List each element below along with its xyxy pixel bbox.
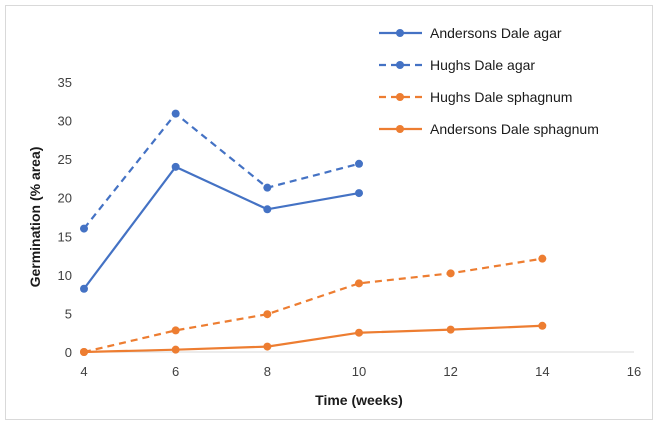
legend-swatch-marker	[396, 125, 404, 133]
y-axis-title: Germination (% area)	[27, 147, 43, 288]
data-point	[171, 162, 180, 171]
series-0	[80, 162, 363, 293]
y-tick-label: 25	[58, 152, 72, 167]
x-axis-ticks: 4 6 8 10 12 14 16	[80, 364, 641, 379]
x-tick-label: 6	[172, 364, 179, 379]
data-point	[355, 189, 363, 198]
x-tick-label: 10	[352, 364, 366, 379]
series-3	[80, 321, 547, 356]
data-point	[355, 159, 363, 168]
y-tick-label: 35	[58, 75, 72, 90]
data-point	[446, 269, 455, 278]
data-point	[263, 183, 272, 192]
data-point	[263, 310, 272, 319]
x-tick-label: 16	[627, 364, 641, 379]
chart-area: 4 6 8 10 12 14 16 0 5 10 15 20 25 30 35 Andersons Dal…	[5, 5, 653, 420]
series-line	[83, 324, 543, 354]
y-tick-label: 5	[65, 306, 72, 321]
y-axis-ticks: 0 5 10 15 20 25 30 35	[58, 75, 72, 360]
legend-item: Andersons Dale agar	[379, 25, 562, 41]
x-tick-label: 12	[443, 364, 457, 379]
legend-label: Hughs Dale sphagnum	[430, 89, 572, 105]
data-point	[80, 284, 88, 293]
legend-label: Andersons Dale agar	[430, 25, 562, 41]
legend-label: Andersons Dale sphagnum	[430, 121, 599, 137]
data-point	[355, 328, 363, 337]
series-layer	[80, 109, 547, 356]
data-point	[538, 254, 547, 263]
series-2	[80, 254, 547, 356]
data-point	[171, 326, 180, 335]
legend: Andersons Dale agar Hughs Dale agar Hughs …	[379, 25, 599, 137]
data-point	[171, 109, 180, 118]
y-tick-label: 0	[65, 345, 72, 360]
data-point	[80, 348, 88, 356]
series-line	[83, 257, 543, 354]
data-point	[355, 279, 363, 288]
legend-swatch-marker	[396, 29, 404, 37]
y-tick-label: 10	[58, 268, 72, 283]
line-chart: 4 6 8 10 12 14 16 0 5 10 15 20 25 30 35 Andersons Dal…	[27, 25, 641, 408]
x-tick-label: 8	[264, 364, 271, 379]
data-point	[80, 224, 88, 233]
legend-swatch-marker	[396, 61, 404, 69]
series-line	[83, 112, 360, 230]
legend-item: Andersons Dale sphagnum	[379, 121, 599, 137]
data-point	[263, 342, 272, 351]
y-tick-label: 20	[58, 191, 72, 206]
x-axis-title: Time (weeks)	[315, 392, 403, 408]
y-tick-label: 15	[58, 229, 72, 244]
legend-item: Hughs Dale agar	[379, 57, 535, 73]
data-point	[263, 205, 272, 214]
data-point	[538, 321, 547, 330]
data-point	[446, 325, 455, 334]
legend-swatch-marker	[396, 93, 404, 101]
series-1	[80, 109, 363, 233]
series-line	[83, 165, 360, 290]
x-tick-label: 4	[80, 364, 87, 379]
legend-label: Hughs Dale agar	[430, 57, 535, 73]
y-tick-label: 30	[58, 114, 72, 129]
legend-item: Hughs Dale sphagnum	[379, 89, 572, 105]
x-tick-label: 14	[535, 364, 549, 379]
data-point	[171, 345, 180, 354]
